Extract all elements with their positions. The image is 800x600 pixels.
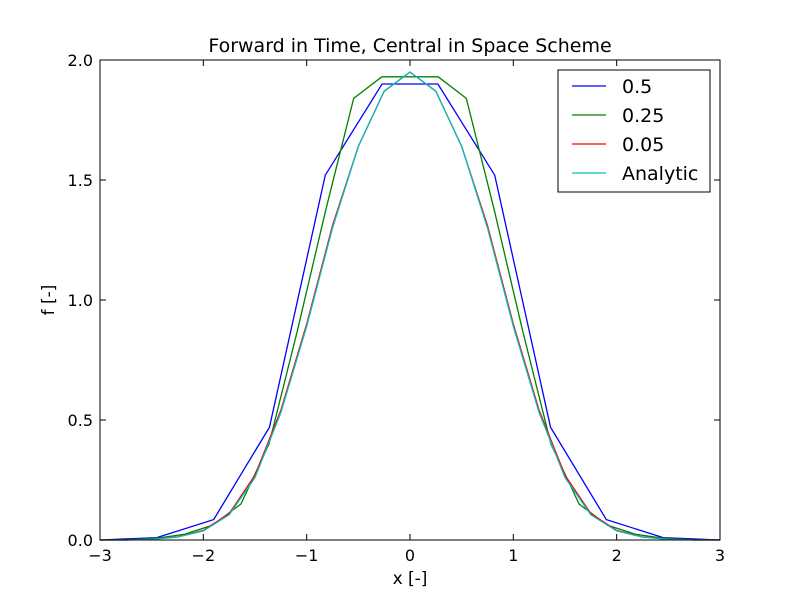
legend: 0.5 0.25 0.05 Analytic xyxy=(557,69,711,193)
ticks-layer: −3 −2 −1 0 1 2 3 0.0 0.5 1.0 1.5 2.0 xyxy=(68,51,726,565)
legend-label-2: 0.05 xyxy=(622,134,664,156)
series-line-3 xyxy=(100,71,720,541)
x-tick-label: 1 xyxy=(508,546,518,565)
x-tick-label: −1 xyxy=(295,546,319,565)
legend-label-3: Analytic xyxy=(622,163,698,185)
series-line-1 xyxy=(99,76,721,541)
x-tick-label: 2 xyxy=(612,546,622,565)
y-axis-label: f [-] xyxy=(39,285,59,316)
x-tick-label: 0 xyxy=(405,546,415,565)
x-axis-label: x [-] xyxy=(393,569,428,589)
chart-title: Forward in Time, Central in Space Scheme xyxy=(208,35,611,57)
y-tick-label: 0.0 xyxy=(68,531,93,550)
y-tick-label: 2.0 xyxy=(68,51,93,70)
y-tick-label: 1.5 xyxy=(68,171,93,190)
x-tick-label: −3 xyxy=(88,546,112,565)
series-line-0 xyxy=(99,83,721,541)
legend-box xyxy=(557,69,711,193)
y-tick-label: 1.0 xyxy=(68,291,93,310)
y-tick-label: 0.5 xyxy=(68,411,93,430)
x-tick-label: −2 xyxy=(192,546,216,565)
series-layer xyxy=(99,71,721,541)
x-tick-label: 3 xyxy=(715,546,725,565)
legend-label-0: 0.5 xyxy=(622,76,652,98)
legend-label-1: 0.25 xyxy=(622,105,664,127)
plot-frame xyxy=(99,59,721,541)
